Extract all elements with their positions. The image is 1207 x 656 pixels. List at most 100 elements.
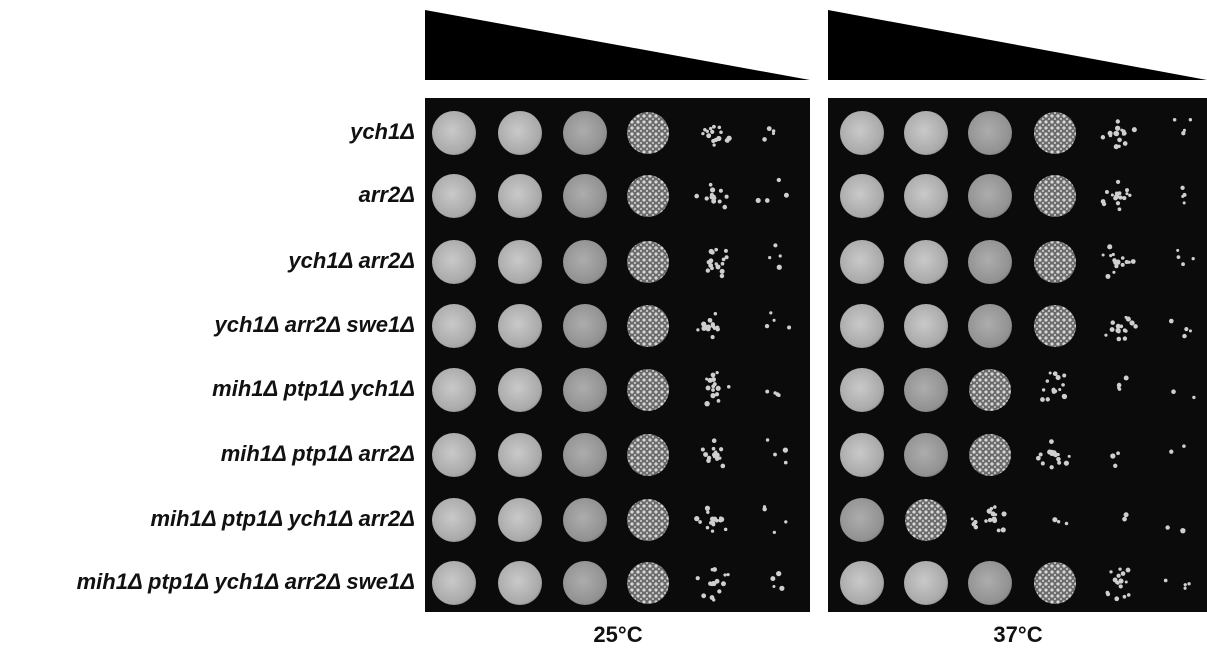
colony: [703, 452, 708, 457]
colony-spot: [563, 433, 607, 477]
colony: [1116, 180, 1120, 184]
strain-label: arr2Δ: [359, 182, 415, 207]
colony: [1115, 581, 1119, 585]
colony: [1192, 257, 1195, 260]
colony: [1111, 454, 1114, 457]
colony: [1119, 584, 1123, 588]
strain-label: ych1Δ arr2Δ swe1Δ: [214, 312, 415, 337]
colony: [1057, 453, 1060, 456]
strain-label: ych1Δ arr2Δ: [287, 248, 415, 273]
colony-spot: [563, 561, 607, 605]
colony: [1123, 336, 1127, 340]
colony: [773, 531, 776, 534]
colony: [1117, 324, 1120, 327]
colony: [1113, 131, 1118, 136]
colony: [1109, 134, 1113, 138]
colony: [787, 325, 791, 329]
colony: [1118, 195, 1122, 199]
colony: [1184, 587, 1187, 590]
colony: [711, 335, 715, 339]
colony: [1182, 444, 1186, 448]
colony: [719, 130, 723, 134]
colony: [1173, 118, 1177, 122]
colony: [711, 581, 716, 586]
colony: [1121, 571, 1126, 576]
colony: [1189, 118, 1192, 121]
colony: [716, 386, 721, 391]
colony: [724, 249, 728, 253]
colony-spot: [432, 240, 476, 284]
colony-spot: [498, 111, 542, 155]
strain-label: mih1Δ ptp1Δ ych1Δ: [212, 376, 415, 401]
colony: [1120, 129, 1123, 132]
colony: [1128, 194, 1131, 197]
colony: [725, 195, 729, 199]
colony-spot: [432, 304, 476, 348]
colony-spot: [904, 111, 948, 155]
colony-spot: [840, 111, 884, 155]
colony: [704, 324, 708, 328]
colony-spot: [432, 174, 476, 218]
colony: [706, 386, 711, 391]
colony-spot: [840, 498, 884, 542]
colony-spot: [498, 174, 542, 218]
colony-spot: [968, 111, 1012, 155]
colony: [709, 183, 713, 187]
colony: [1046, 379, 1049, 382]
colony-spot: [627, 305, 669, 347]
colony: [706, 511, 709, 514]
colony: [1052, 388, 1055, 391]
colony: [762, 507, 766, 511]
colony: [1114, 144, 1119, 149]
colony: [711, 521, 715, 525]
colony: [711, 529, 714, 532]
colony: [1124, 329, 1128, 333]
colony: [1184, 327, 1188, 331]
colony: [1052, 517, 1057, 522]
colony-spot: [563, 304, 607, 348]
colony: [717, 399, 721, 403]
colony: [718, 126, 722, 130]
colony: [716, 328, 719, 331]
colony: [716, 371, 719, 374]
colony-spot: [432, 561, 476, 605]
colony: [1116, 451, 1120, 455]
colony: [1053, 371, 1058, 376]
colony: [1107, 244, 1112, 249]
colony: [1110, 327, 1115, 332]
colony: [718, 457, 721, 460]
colony: [1117, 337, 1122, 342]
colony-spot: [432, 498, 476, 542]
colony: [1183, 201, 1186, 204]
colony: [770, 576, 775, 581]
colony-spot: [563, 498, 607, 542]
colony: [1187, 582, 1190, 585]
colony-spot: [1034, 305, 1076, 347]
colony: [1102, 202, 1106, 206]
colony: [762, 137, 767, 142]
colony: [1118, 191, 1122, 195]
colony: [1121, 263, 1125, 267]
colony: [1192, 396, 1195, 399]
colony-spot: [563, 174, 607, 218]
colony: [709, 258, 714, 263]
colony: [1064, 461, 1069, 466]
colony: [1102, 253, 1105, 256]
colony: [1128, 261, 1131, 264]
colony: [698, 520, 702, 524]
colony-spot: [904, 240, 948, 284]
colony: [1122, 517, 1127, 522]
colony: [1125, 580, 1128, 583]
colony: [1119, 325, 1123, 329]
colony: [1046, 397, 1050, 401]
colony: [1105, 190, 1109, 194]
colony: [772, 585, 775, 588]
colony: [1122, 131, 1126, 135]
colony: [1122, 196, 1126, 200]
colony: [1001, 527, 1006, 532]
colony: [1056, 457, 1061, 462]
colony: [718, 199, 722, 203]
colony: [779, 586, 784, 591]
colony: [1124, 512, 1129, 517]
colony-spot: [627, 112, 669, 154]
